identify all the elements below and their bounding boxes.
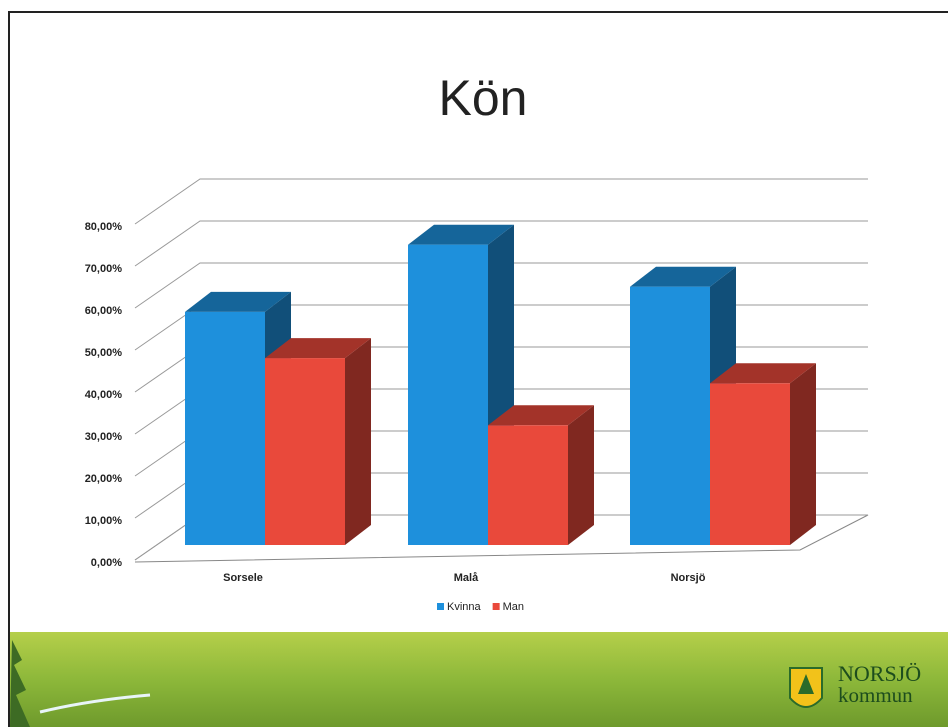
bar-front: [265, 358, 345, 545]
legend-swatch: [437, 603, 444, 610]
y-tick-label: 10,00%: [85, 515, 123, 527]
bar-top: [488, 405, 594, 426]
bar-side: [345, 338, 371, 545]
bar-front: [630, 286, 710, 545]
bar-side: [568, 405, 594, 545]
y-tick-label: 80,00%: [85, 221, 123, 233]
x-tick-label: Malå: [454, 572, 479, 584]
legend-swatch: [492, 603, 500, 610]
grid-line: [134, 178, 868, 225]
y-tick-label: 60,00%: [85, 305, 123, 317]
river-decoration: [39, 693, 151, 714]
bar: [488, 405, 594, 545]
bar-side: [790, 363, 816, 545]
bar-top: [710, 363, 816, 384]
y-tick-label: 40,00%: [85, 389, 123, 401]
bar-front: [488, 425, 568, 545]
logo-text: NORSJÖ: [838, 661, 921, 686]
bar-top: [185, 291, 291, 312]
y-tick-label: 20,00%: [85, 473, 123, 485]
y-tick-label: 50,00%: [85, 347, 123, 359]
legend-label: Man: [503, 601, 524, 613]
bar-top: [265, 338, 371, 359]
logo-text: kommun: [838, 683, 913, 707]
bar-front: [710, 383, 790, 545]
y-tick-label: 0,00%: [91, 557, 122, 569]
x-tick-label: Sorsele: [223, 572, 263, 584]
bar: [265, 338, 371, 545]
legend-label: Kvinna: [447, 601, 482, 613]
bar-top: [408, 224, 514, 245]
bar-top: [630, 266, 736, 287]
slide-border: [8, 11, 948, 727]
plot: 0,00% 10,00% 20,00% 30,00% 40,00% 50,00% 60,00…: [85, 178, 869, 613]
y-tick-label: 70,00%: [85, 263, 123, 275]
tree-decoration: [10, 640, 30, 727]
grid-line: [134, 220, 868, 267]
chart-title: Kön: [439, 70, 528, 126]
grid-line: [134, 262, 868, 309]
bar-front: [408, 244, 488, 545]
logo-tree: [798, 674, 814, 694]
y-tick-label: 30,00%: [85, 431, 123, 443]
bar: [710, 363, 816, 545]
bar-front: [185, 311, 265, 545]
x-tick-label: Norsjö: [671, 572, 706, 584]
